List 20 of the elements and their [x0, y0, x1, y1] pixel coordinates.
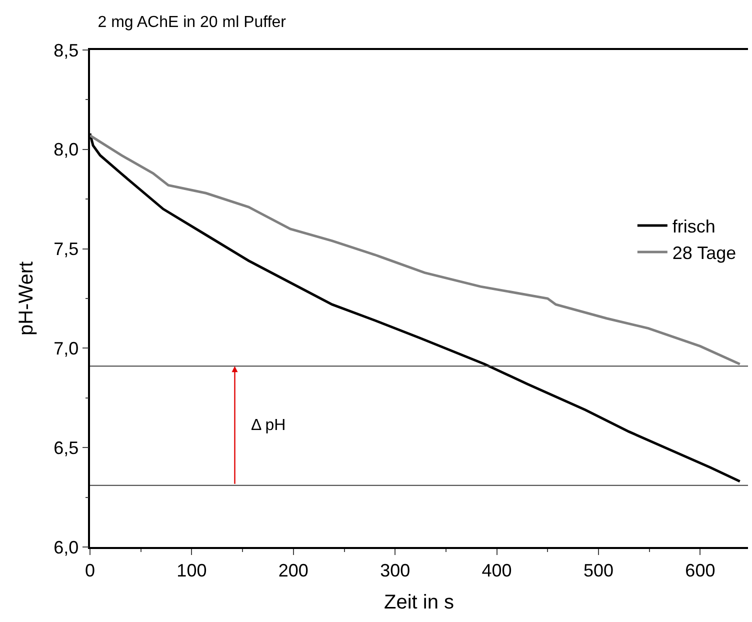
x-tick-label: 100 [176, 560, 207, 580]
x-tick-label: 600 [685, 560, 716, 580]
line-series [90, 134, 742, 366]
legend-label: 28 Tage [672, 242, 736, 263]
x-tick-label: 0 [84, 560, 96, 580]
x-tick-label: 300 [380, 560, 410, 580]
y-tick-label: 7,5 [54, 239, 79, 260]
x-tick-label: 500 [583, 560, 614, 580]
y-axis-title: pH-Wert [16, 261, 38, 336]
chart-title: 2 mg AChE in 20 ml Puffer [98, 14, 287, 31]
x-tick-label: 200 [278, 560, 308, 580]
legend-label: frisch [672, 216, 716, 237]
y-tick-label: 6,0 [54, 537, 79, 558]
x-axis-title: Zeit in s [384, 591, 454, 614]
y-tick-label: 8,5 [54, 40, 79, 60]
annotation: Δ pH [251, 417, 286, 434]
y-tick-label: 7,0 [54, 338, 79, 358]
y-tick-label: 6,5 [54, 438, 79, 458]
x-tick-label: 400 [482, 560, 512, 580]
y-tick-label: 8,0 [54, 140, 79, 160]
